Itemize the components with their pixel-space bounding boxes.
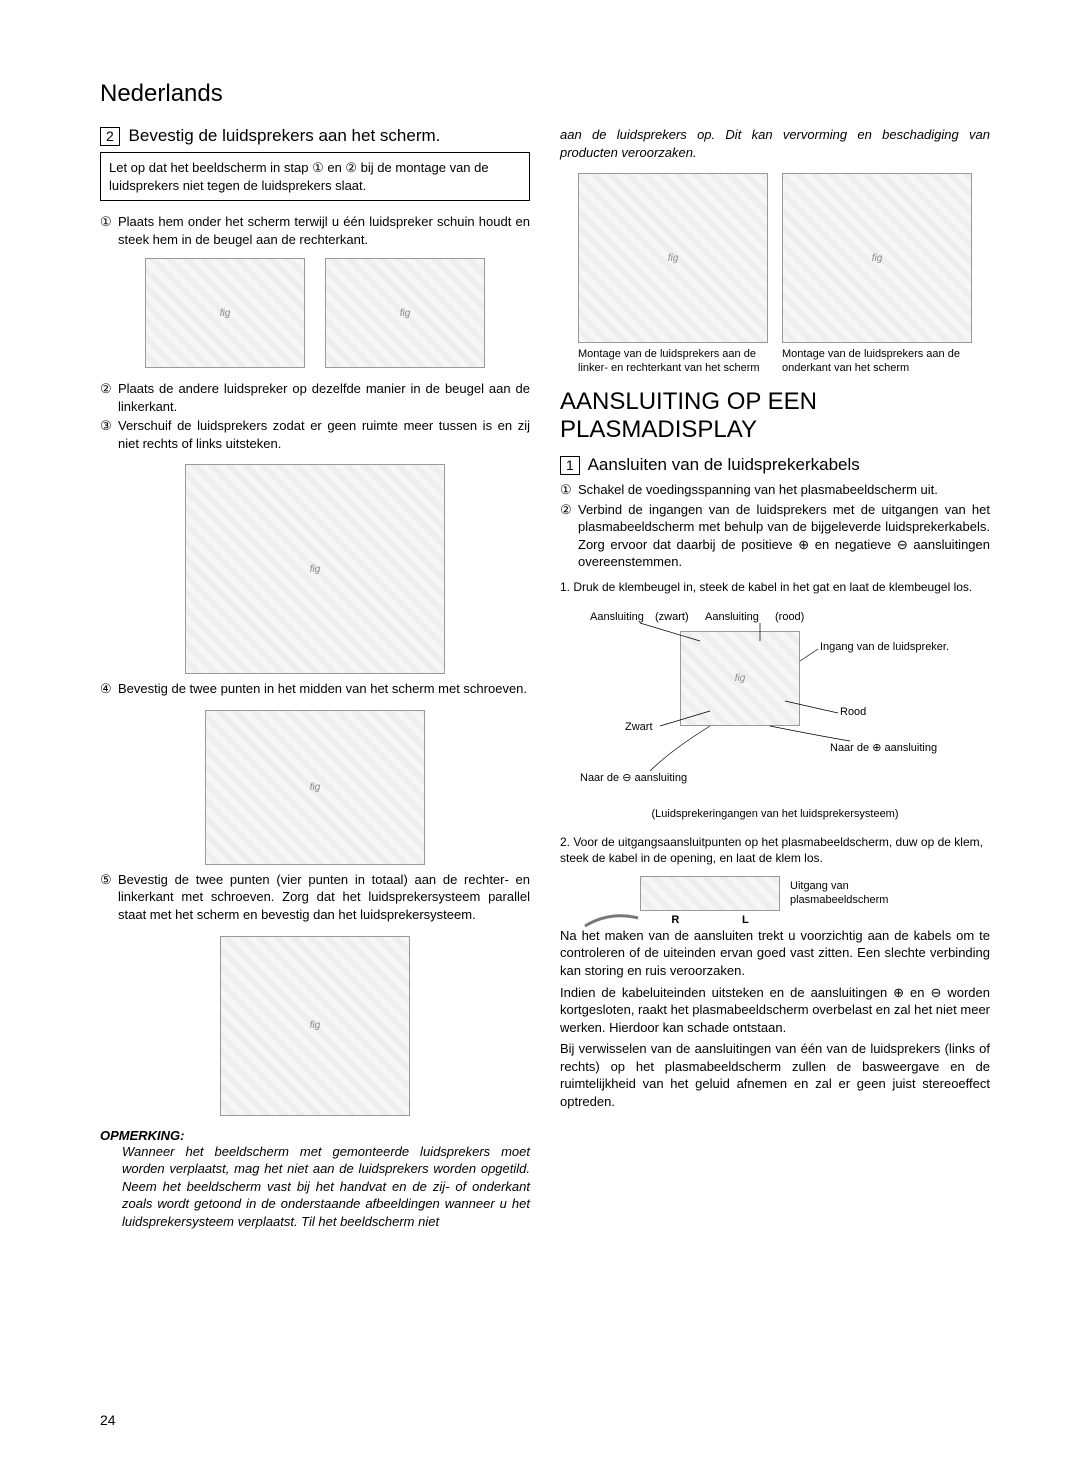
output-label: Uitgang van plasmabeeldscherm (790, 879, 910, 908)
item-1-text: Plaats hem onder het scherm terwijl u éé… (118, 213, 530, 248)
item-3-text: Verschuif de luidsprekers zodat er geen … (118, 417, 530, 452)
page-title: Nederlands (100, 80, 990, 108)
circled-3: ③ (100, 417, 118, 452)
list-item-4: ④ Bevestig de twee punten in het midden … (100, 680, 530, 698)
list-item-3: ③ Verschuif de luidsprekers zodat er gee… (100, 417, 530, 452)
page-number: 24 (100, 1412, 116, 1428)
figure-screws-side: fig (220, 936, 410, 1116)
list-item-1: ① Plaats hem onder het scherm terwijl u … (100, 213, 530, 248)
note-1: 1. Druk de klembeugel in, steek de kabel… (560, 579, 990, 595)
paragraph-2: Indien de kabeluiteinden uitsteken en de… (560, 984, 990, 1037)
item-4-text: Bevestig de twee punten in het midden va… (118, 680, 530, 698)
conn-circled-2: ② (560, 501, 578, 571)
figure-screw-middle: fig (205, 710, 425, 865)
caption-carry-bottom: Montage van de luidsprekers aan de onder… (782, 347, 972, 376)
section-1-header: 1 Aansluiten van de luidsprekerkabels (560, 455, 990, 475)
output-diagram: R L Uitgang van plasmabeeldscherm (560, 876, 990, 911)
terminal-diagram: fig Aansluiting (zwart) Aansluiting (roo… (560, 601, 990, 801)
paragraph-3: Bij verwisselen van de aansluitingen van… (560, 1040, 990, 1110)
diagram-lines-icon (560, 601, 990, 801)
item-2-text: Plaats de andere luidspreker op dezelfde… (118, 380, 530, 415)
carry-figure-row: fig Montage van de luidsprekers aan de l… (560, 173, 990, 376)
opmerking-body: Wanneer het beeldscherm met gemonteerde … (100, 1143, 530, 1231)
figure-4-wrap: fig (100, 700, 530, 871)
terminal-caption: (Luidsprekeringangen van het luidspreker… (560, 807, 990, 821)
figure-speaker-insert-right: fig (325, 258, 485, 368)
label-L: L (742, 914, 749, 926)
note-2: 2. Voor de uitgangsaansluitpunten op het… (560, 834, 990, 866)
step-1-number: 1 (560, 456, 580, 475)
warning-box: Let op dat het beeldscherm in stap ① en … (100, 152, 530, 201)
figure-5-wrap: fig (100, 926, 530, 1122)
figure-3-wrap: fig (100, 454, 530, 680)
figure-speaker-insert-left: fig (145, 258, 305, 368)
section-2-title: Bevestig de luidsprekers aan het scherm. (129, 126, 441, 145)
circled-1: ① (100, 213, 118, 248)
conn-item-1: ① Schakel de voedingsspanning van het pl… (560, 481, 990, 499)
list-item-2: ② Plaats de andere luidspreker op dezelf… (100, 380, 530, 415)
conn-item-1-text: Schakel de voedingsspanning van het plas… (578, 481, 990, 499)
figure-row-1: fig fig (100, 258, 530, 368)
section-2-header: 2 Bevestig de luidsprekers aan het scher… (100, 126, 530, 146)
figure-front-view: fig (185, 464, 445, 674)
circled-2: ② (100, 380, 118, 415)
left-column: 2 Bevestig de luidsprekers aan het scher… (100, 126, 530, 1230)
conn-item-2-text: Verbind de ingangen van de luidsprekers … (578, 501, 990, 571)
figure-carry-bottom: fig (782, 173, 972, 343)
conn-item-2: ② Verbind de ingangen van de luidspreker… (560, 501, 990, 571)
right-column: aan de luidsprekers op. Dit kan vervormi… (560, 126, 990, 1230)
big-heading: AANSLUITING OP EEN PLASMADISPLAY (560, 388, 990, 446)
circled-5: ⑤ (100, 871, 118, 924)
conn-circled-1: ① (560, 481, 578, 499)
list-item-5: ⑤ Bevestig de twee punten (vier punten i… (100, 871, 530, 924)
caption-carry-side: Montage van de luidsprekers aan de linke… (578, 347, 768, 376)
step-2-number: 2 (100, 127, 120, 146)
section-1-title: Aansluiten van de luidsprekerkabels (588, 455, 860, 474)
figure-carry-side: fig (578, 173, 768, 343)
opmerking-title: OPMERKING: (100, 1128, 530, 1143)
label-R: R (671, 914, 679, 926)
top-italic-continuation: aan de luidsprekers op. Dit kan vervormi… (560, 126, 990, 161)
figure-output-terminals (640, 876, 780, 911)
circled-4: ④ (100, 680, 118, 698)
cable-icon (580, 906, 640, 936)
item-5-text: Bevestig de twee punten (vier punten in … (118, 871, 530, 924)
two-column-layout: 2 Bevestig de luidsprekers aan het scher… (100, 126, 990, 1230)
